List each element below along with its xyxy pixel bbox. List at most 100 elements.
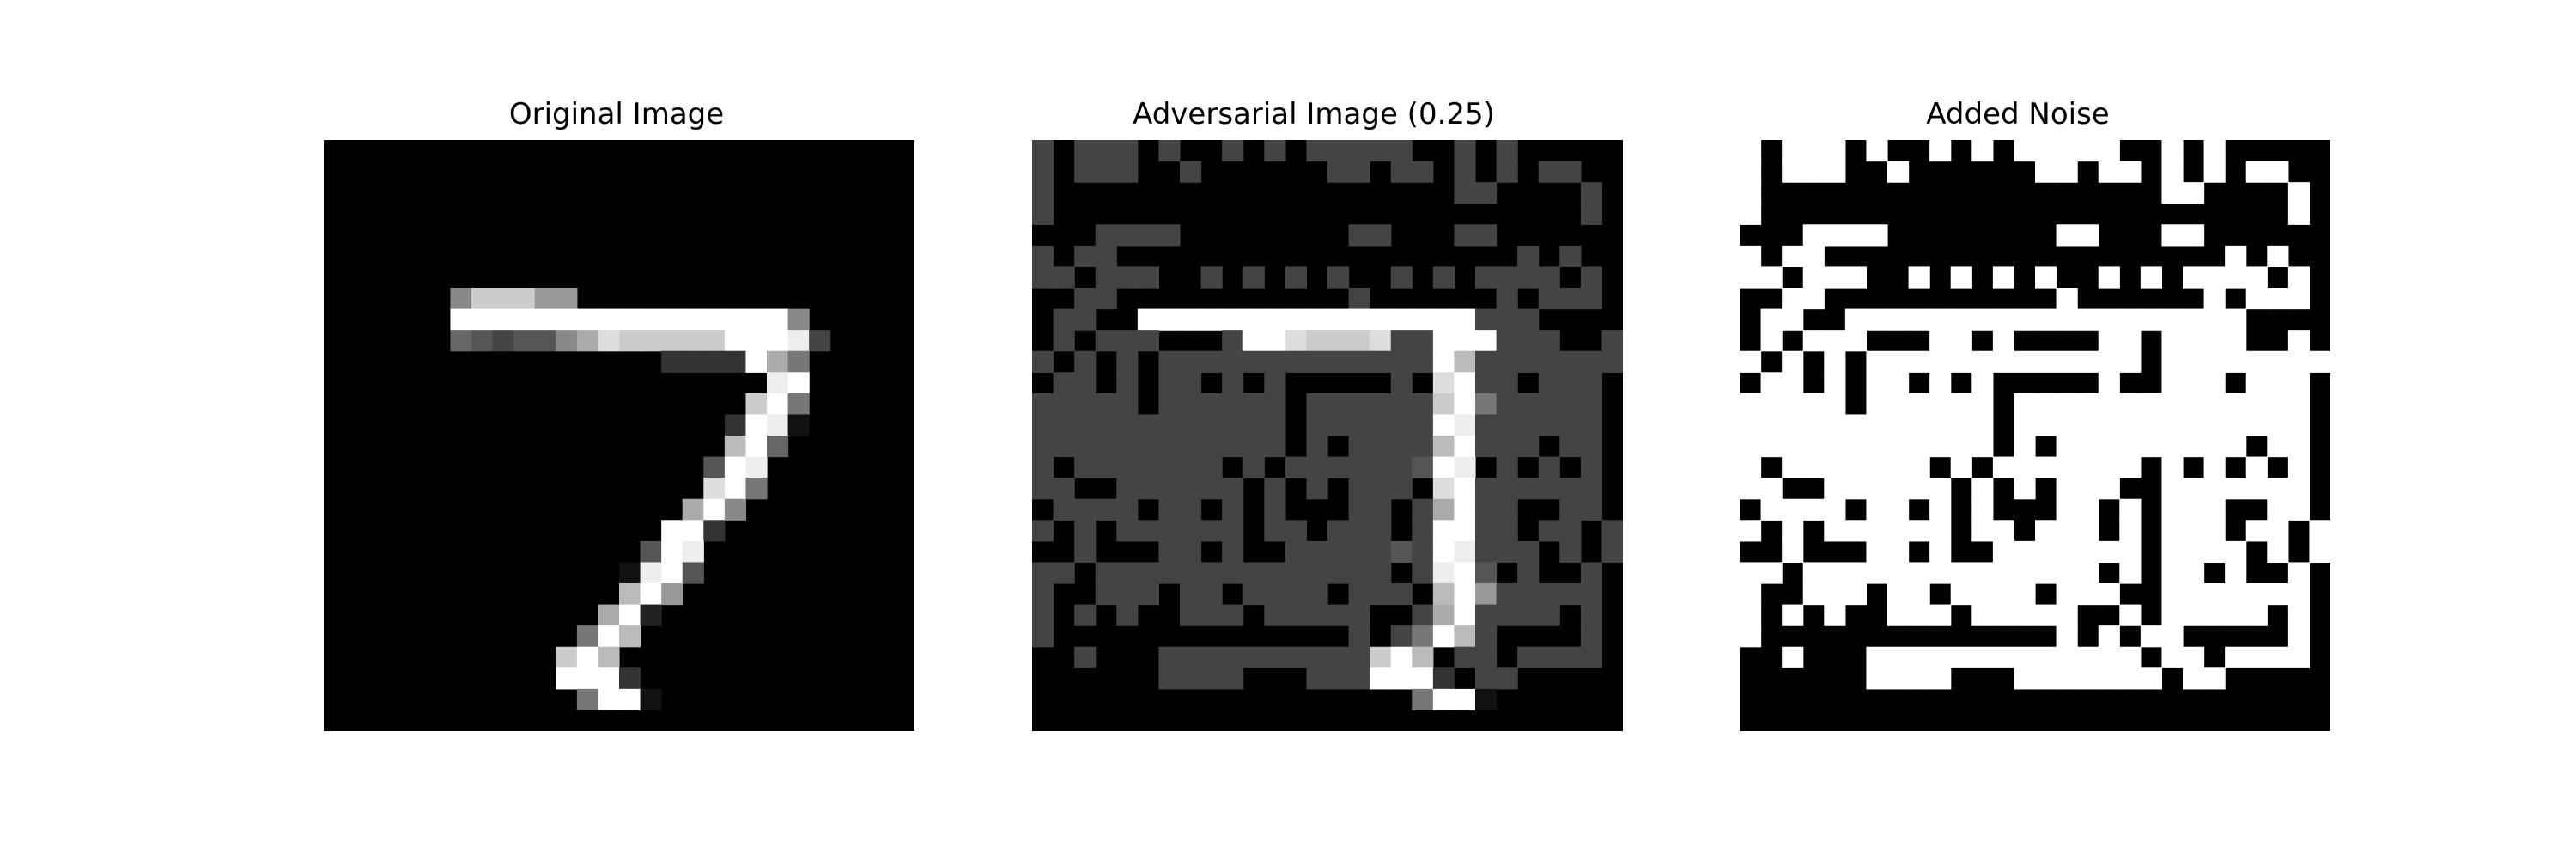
heatmap-cell: [1580, 625, 1603, 648]
heatmap-cell: [1390, 436, 1413, 458]
heatmap-cell: [1971, 350, 1994, 373]
heatmap-cell: [682, 350, 704, 373]
heatmap-cell: [1760, 436, 1783, 458]
heatmap-cell: [1032, 245, 1054, 268]
heatmap-cell: [1971, 436, 1994, 458]
heatmap-cell: [1137, 562, 1160, 584]
heatmap-cell: [724, 308, 747, 331]
heatmap-cell: [1158, 308, 1181, 331]
heatmap-cell: [1306, 393, 1328, 416]
heatmap-cell: [1929, 372, 1952, 394]
heatmap-cell: [1053, 393, 1075, 416]
heatmap-cell: [1454, 330, 1476, 352]
heatmap-cell: [1601, 520, 1623, 542]
heatmap-cell: [1095, 288, 1117, 310]
heatmap-cell: [2203, 414, 2226, 436]
heatmap-cell: [1095, 414, 1117, 436]
heatmap-cell: [1116, 456, 1139, 478]
heatmap-cell: [2267, 540, 2289, 564]
heatmap-cell: [1116, 436, 1139, 458]
heatmap-cell: [1950, 308, 1972, 331]
heatmap-cell: [1285, 540, 1308, 564]
heatmap-cell: [1559, 393, 1582, 416]
heatmap-cell: [2035, 308, 2057, 331]
heatmap-cell: [513, 288, 536, 310]
heatmap-cell: [1740, 583, 1762, 606]
heatmap-cell: [1032, 625, 1054, 648]
heatmap-cell: [492, 330, 514, 352]
heatmap-cell: [1370, 498, 1392, 521]
heatmap-cell: [1074, 498, 1097, 521]
heatmap-cell: [1264, 478, 1286, 500]
heatmap-cell: [2014, 140, 2036, 162]
heatmap-cell: [1390, 266, 1413, 289]
heatmap-cell: [2245, 414, 2268, 436]
heatmap-cell: [1180, 456, 1202, 478]
heatmap-cell: [619, 667, 641, 690]
heatmap-cell: [1454, 688, 1476, 711]
heatmap-cell: [2161, 520, 2184, 542]
heatmap-cell: [1032, 266, 1054, 289]
heatmap-cell: [1200, 583, 1223, 606]
heatmap-cell: [1242, 646, 1265, 668]
heatmap-cell: [2203, 498, 2226, 521]
heatmap-cell: [1992, 604, 2015, 626]
heatmap-cell: [1432, 562, 1455, 584]
heatmap-cell: [2287, 182, 2311, 204]
heatmap-cell: [2225, 646, 2247, 668]
heatmap-cell: [1887, 583, 1910, 606]
heatmap-cell: [2287, 414, 2311, 436]
heatmap-cell: [1782, 372, 1804, 394]
heatmap-cell: [2119, 350, 2142, 373]
heatmap-cell: [2098, 330, 2120, 352]
heatmap-cell: [2077, 646, 2099, 668]
heatmap-cell: [2287, 203, 2311, 225]
heatmap-cell: [1538, 520, 1560, 542]
heatmap-cell: [1370, 456, 1392, 478]
heatmap-cell: [1929, 140, 1952, 162]
heatmap-cell: [1929, 667, 1952, 690]
heatmap-cell: [1137, 583, 1160, 606]
heatmap-cell: [1116, 330, 1139, 352]
heatmap-cell: [1158, 140, 1181, 162]
heatmap-cell: [1950, 583, 1972, 606]
heatmap-cell: [2183, 520, 2205, 542]
heatmap-cell: [534, 330, 556, 352]
heatmap-cell: [1559, 288, 1582, 310]
heatmap-cell: [1370, 330, 1392, 352]
heatmap-cell: [787, 330, 810, 352]
heatmap-cell: [2056, 288, 2078, 310]
heatmap-cell: [1929, 393, 1952, 416]
heatmap-cell: [1929, 646, 1952, 668]
heatmap-cell: [1496, 583, 1518, 606]
heatmap-cell: [1222, 562, 1244, 584]
heatmap-cell: [2119, 604, 2142, 626]
heatmap-cell: [1824, 140, 1846, 162]
heatmap-cell: [1285, 520, 1308, 542]
heatmap-cell: [1412, 393, 1434, 416]
heatmap-cell: [2014, 540, 2036, 564]
heatmap-cell: [1095, 330, 1117, 352]
heatmap-cell: [1559, 540, 1582, 564]
heatmap-cell: [1559, 436, 1582, 458]
heatmap-cell: [1580, 478, 1603, 500]
heatmap-cell: [1432, 478, 1455, 500]
heatmap-cell: [2035, 562, 2057, 584]
heatmap-cell: [1929, 436, 1952, 458]
heatmap-cell: [2183, 266, 2205, 289]
heatmap-cell: [1180, 604, 1202, 626]
heatmap-cell: [1180, 498, 1202, 521]
heatmap-cell: [1074, 436, 1097, 458]
heatmap-cell: [640, 540, 662, 564]
heatmap-cell: [1971, 604, 1994, 626]
heatmap-cell: [513, 308, 536, 331]
heatmap-cell: [1908, 478, 1930, 500]
heatmap-cell: [1327, 266, 1350, 289]
heatmap-cell: [2245, 478, 2268, 500]
heatmap-cell: [1475, 625, 1498, 648]
heatmap-cell: [1390, 350, 1413, 373]
heatmap-cell: [1200, 414, 1223, 436]
heatmap-cell: [2098, 161, 2120, 183]
heatmap-cell: [640, 562, 662, 584]
heatmap-cell: [1740, 562, 1762, 584]
